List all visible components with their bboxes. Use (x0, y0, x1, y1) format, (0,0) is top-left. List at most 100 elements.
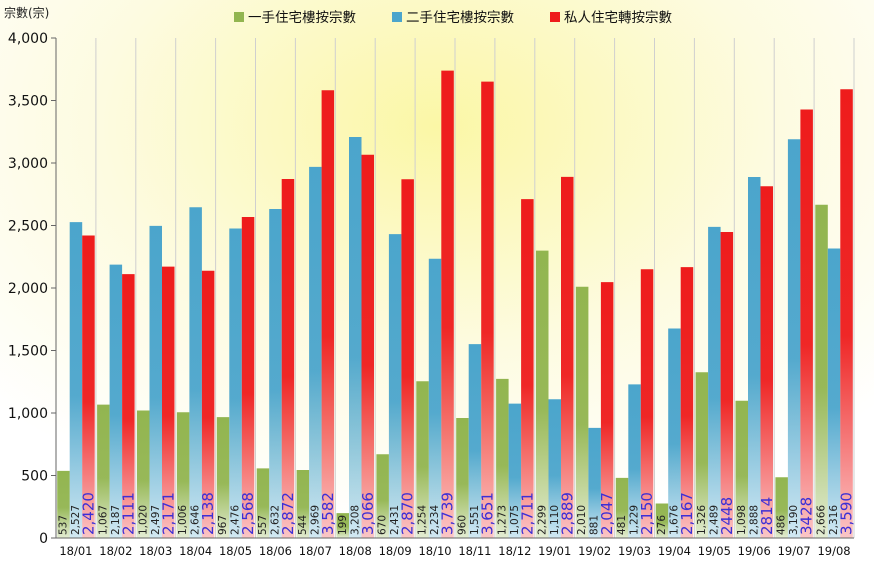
data-label: 486 (776, 515, 788, 535)
bar (481, 81, 494, 538)
bar (588, 427, 601, 538)
bar (536, 250, 549, 538)
bar (615, 477, 629, 538)
data-label: 537 (57, 515, 69, 535)
bar (216, 417, 230, 538)
bar (241, 217, 255, 538)
data-label: 2,111 (119, 492, 137, 535)
data-label: 2,568 (239, 492, 257, 535)
data-label: 481 (616, 515, 628, 535)
bar (827, 248, 841, 538)
bar (800, 109, 813, 538)
bar (256, 468, 270, 538)
bar (137, 410, 150, 538)
y-tick-label: 4,000 (8, 31, 48, 47)
data-label: 670 (377, 515, 389, 535)
x-tick-label: 18/04 (179, 544, 212, 558)
bar (201, 270, 215, 538)
legend-swatch (392, 12, 402, 22)
data-label: 2,138 (199, 492, 217, 535)
data-label: 2,150 (638, 492, 656, 535)
data-label: 2814 (758, 497, 776, 535)
data-label: 2,969 (309, 505, 321, 535)
bar (640, 269, 654, 538)
bar (349, 137, 362, 538)
bar (521, 199, 534, 538)
bar (269, 209, 282, 538)
data-label: 3,190 (788, 505, 800, 535)
bar (428, 258, 442, 538)
legend-label: 一手住宅樓按宗數 (248, 10, 356, 26)
data-label: 2,527 (70, 505, 82, 535)
y-axis-title: 宗數(宗) (4, 5, 49, 20)
bar (336, 513, 349, 538)
x-tick-label: 18/07 (299, 544, 332, 558)
data-label: 3,066 (359, 492, 377, 535)
data-label: 2,234 (429, 505, 441, 535)
bar (496, 378, 509, 538)
bar (668, 328, 681, 538)
data-label: 2,489 (708, 505, 720, 535)
data-label: 3,208 (349, 505, 361, 535)
y-tick-label: 2,500 (8, 219, 48, 235)
data-label: 2,632 (269, 505, 281, 535)
bar (695, 372, 709, 538)
data-label: 2,431 (389, 505, 401, 535)
data-label: 3,590 (838, 492, 856, 535)
data-label: 1,006 (177, 505, 189, 535)
data-label: 3,582 (319, 492, 337, 535)
bar (655, 503, 669, 538)
bar (628, 384, 641, 538)
legend-label: 二手住宅樓按宗數 (406, 10, 514, 26)
bar (575, 286, 589, 538)
bar (561, 176, 574, 538)
data-label: 2,872 (279, 492, 297, 535)
x-tick-label: 18/09 (379, 544, 412, 558)
data-label: 199 (337, 515, 349, 535)
y-tick-label: 500 (21, 469, 48, 485)
bar (97, 404, 110, 538)
bar (775, 477, 788, 538)
x-tick-label: 19/06 (738, 544, 771, 558)
bar (309, 166, 322, 538)
data-label: 1,067 (97, 505, 109, 535)
data-label: 2,646 (190, 505, 202, 535)
bar (600, 282, 614, 538)
data-label: 1,020 (137, 505, 149, 535)
x-tick-label: 19/04 (658, 544, 691, 558)
data-label: 1,229 (629, 505, 641, 535)
y-axis: 0 500 1,000 1,500 2,000 2,500 3,000 3,500 4,000 (8, 31, 57, 547)
x-tick-label: 18/11 (458, 544, 491, 558)
bar (441, 70, 454, 538)
bar (416, 381, 429, 538)
data-label: 2,047 (598, 492, 616, 535)
bar (229, 228, 242, 538)
x-tick-label: 18/02 (99, 544, 132, 558)
bar (468, 344, 482, 538)
data-label: 544 (297, 515, 309, 535)
data-label: 557 (257, 515, 269, 535)
bar (69, 222, 83, 538)
x-tick-label: 18/05 (219, 544, 252, 558)
bar (548, 399, 561, 538)
bar (361, 154, 374, 538)
y-tick-label: 1,000 (8, 406, 48, 422)
data-label: 2,497 (150, 505, 162, 535)
data-label: 967 (217, 515, 229, 535)
bar (748, 177, 761, 538)
x-tick-label: 18/12 (498, 544, 531, 558)
data-label: 960 (456, 515, 468, 535)
bar (508, 403, 522, 538)
data-label: 1,254 (417, 505, 429, 535)
data-label: 1,273 (496, 505, 508, 535)
data-label: 1,551 (469, 505, 481, 535)
data-label: 2,870 (399, 492, 417, 535)
y-tick-label: 3,500 (8, 94, 48, 110)
bar (281, 179, 295, 538)
bar (456, 418, 469, 538)
grid-lines (55, 38, 855, 538)
y-tick-label: 3,000 (8, 156, 48, 172)
legend-label: 私人住宅轉按宗數 (564, 10, 672, 26)
